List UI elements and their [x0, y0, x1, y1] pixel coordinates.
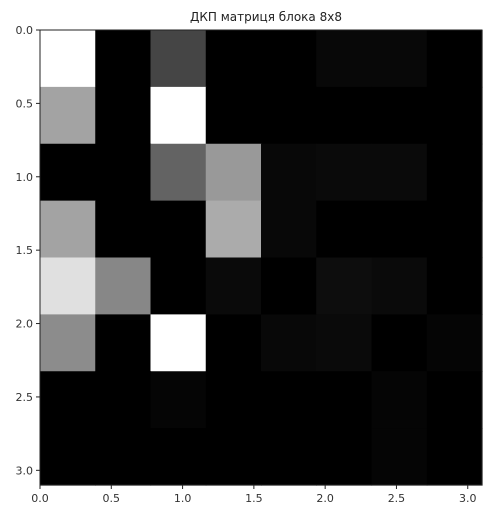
heatmap-cell: [261, 143, 317, 202]
heatmap-cell: [316, 30, 373, 88]
x-tick-label: 0.5: [103, 492, 121, 505]
heatmap-cells: [40, 30, 483, 486]
heatmap-cell: [205, 428, 262, 486]
heatmap-cell: [40, 30, 96, 88]
heatmap-cell: [95, 30, 152, 88]
heatmap-cell: [261, 30, 317, 88]
heatmap-cell: [95, 143, 152, 202]
heatmap-cell: [426, 30, 483, 88]
heatmap-cell: [205, 86, 262, 145]
heatmap-cell: [40, 371, 96, 429]
x-tick-label: 2.5: [388, 492, 406, 505]
heatmap-cell: [40, 143, 96, 202]
heatmap-cell: [150, 428, 207, 486]
heatmap-cell: [40, 86, 96, 145]
heatmap-cell: [205, 314, 262, 372]
heatmap-cell: [261, 86, 317, 145]
heatmap-cell: [261, 371, 317, 429]
heatmap-cell: [426, 257, 483, 315]
y-axis: 0.0 0.5 1.0 1.5 2.0 2.5 3.0: [16, 24, 40, 477]
heatmap-cell: [261, 428, 317, 486]
heatmap-cell: [205, 371, 262, 429]
heatmap-cell: [40, 200, 96, 259]
heatmap-cell: [150, 200, 207, 259]
heatmap-cell: [40, 314, 96, 372]
y-tick-label: 3.0: [16, 464, 34, 477]
heatmap-cell: [205, 143, 262, 202]
heatmap-cell: [316, 143, 373, 202]
y-tick-label: 2.5: [16, 391, 34, 404]
heatmap-cell: [426, 86, 483, 145]
heatmap-cell: [316, 200, 373, 259]
y-tick-label: 1.0: [16, 171, 34, 184]
heatmap-cell: [426, 428, 483, 486]
heatmap-cell: [316, 428, 373, 486]
heatmap-cell: [205, 200, 262, 259]
heatmap-cell: [426, 371, 483, 429]
heatmap-cell: [205, 257, 262, 315]
x-tick-label: 1.0: [174, 492, 192, 505]
heatmap-cell: [426, 143, 483, 202]
heatmap-cell: [316, 314, 373, 372]
heatmap-cell: [426, 200, 483, 259]
heatmap-cell: [261, 314, 317, 372]
heatmap-cell: [40, 428, 96, 486]
chart-title: ДКП матриця блока 8x8: [190, 10, 342, 24]
heatmap-cell: [40, 257, 96, 315]
heatmap-cell: [261, 257, 317, 315]
heatmap-cell: [371, 200, 428, 259]
heatmap-cell: [316, 86, 373, 145]
heatmap-cell: [95, 200, 152, 259]
heatmap-cell: [150, 86, 207, 145]
heatmap-cell: [371, 314, 428, 372]
heatmap-cell: [150, 143, 207, 202]
x-tick-label: 1.5: [245, 492, 263, 505]
heatmap-cell: [371, 257, 428, 315]
heatmap-cell: [205, 30, 262, 88]
x-tick-label: 0.0: [31, 492, 49, 505]
heatmap-cell: [95, 314, 152, 372]
y-tick-label: 1.5: [16, 244, 34, 257]
heatmap-cell: [150, 30, 207, 88]
y-tick-label: 0.0: [16, 24, 34, 37]
heatmap-cell: [95, 86, 152, 145]
x-tick-label: 2.0: [316, 492, 334, 505]
plot-frame: [39, 29, 483, 486]
heatmap-cell: [371, 30, 428, 88]
heatmap-cell: [371, 428, 428, 486]
y-tick-label: 2.0: [16, 318, 34, 331]
heatmap-cell: [150, 371, 207, 429]
heatmap-cell: [95, 257, 152, 315]
heatmap-cell: [150, 257, 207, 315]
heatmap-cell: [316, 371, 373, 429]
heatmap-cell: [95, 371, 152, 429]
x-axis: 0.0 0.5 1.0 1.5 2.0 2.5 3.0: [31, 485, 476, 505]
x-tick-label: 3.0: [459, 492, 477, 505]
heatmap-cell: [150, 314, 207, 372]
heatmap-cell: [261, 200, 317, 259]
heatmap-cell: [95, 428, 152, 486]
y-tick-label: 0.5: [16, 97, 34, 110]
heatmap-cell: [316, 257, 373, 315]
heatmap-cell: [371, 371, 428, 429]
heatmap-cell: [371, 86, 428, 145]
heatmap-cell: [371, 143, 428, 202]
heatmap-cell: [426, 314, 483, 372]
